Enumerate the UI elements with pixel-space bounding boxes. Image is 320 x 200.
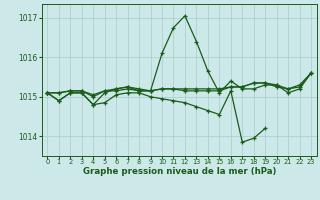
X-axis label: Graphe pression niveau de la mer (hPa): Graphe pression niveau de la mer (hPa)	[83, 167, 276, 176]
